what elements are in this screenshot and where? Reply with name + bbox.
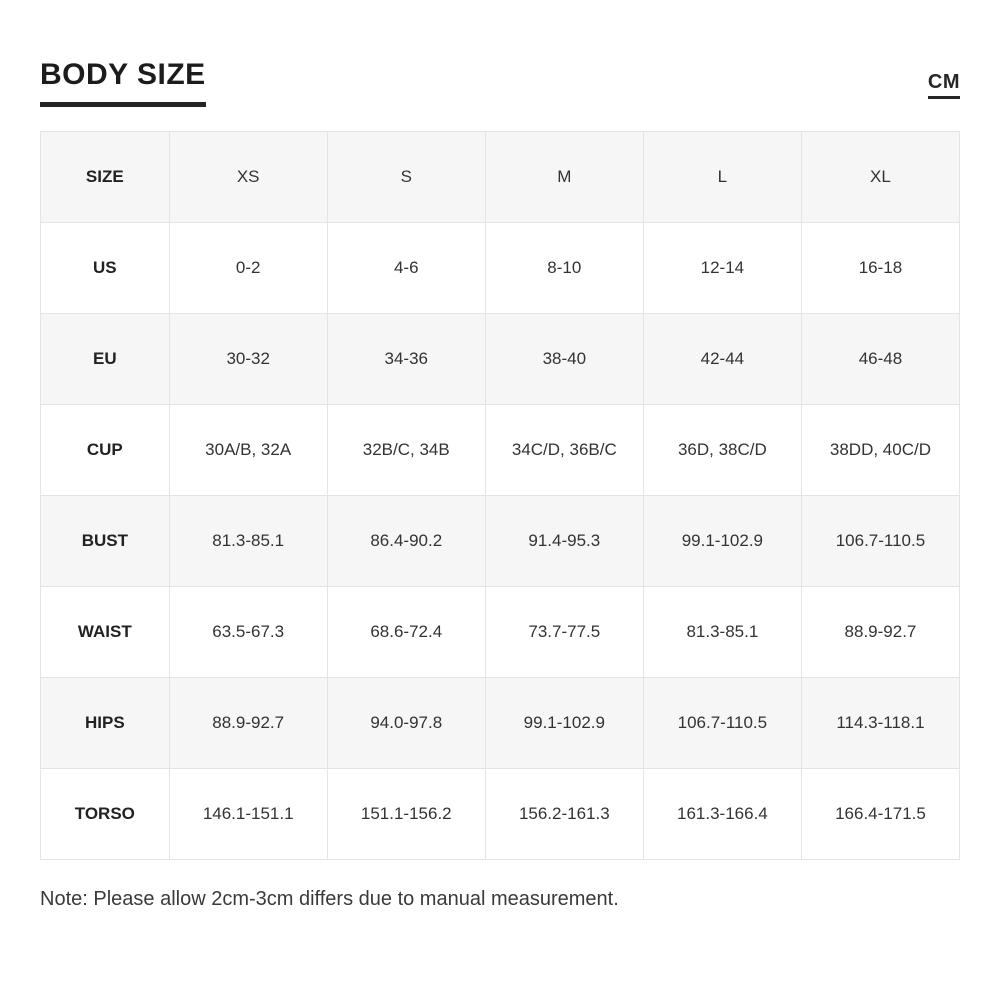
table-row-bust: BUST 81.3-85.1 86.4-90.2 91.4-95.3 99.1-… xyxy=(40,495,961,587)
cell-cup-m: 34C/D, 36B/C xyxy=(484,404,644,496)
cell-waist-s: 68.6-72.4 xyxy=(326,586,486,678)
cell-bust-s: 86.4-90.2 xyxy=(326,495,486,587)
column-header-size: SIZE xyxy=(40,131,170,223)
table-row-waist: WAIST 63.5-67.3 68.6-72.4 73.7-77.5 81.3… xyxy=(40,586,961,678)
table-row-hips: HIPS 88.9-92.7 94.0-97.8 99.1-102.9 106.… xyxy=(40,677,961,769)
column-header-s: S xyxy=(326,131,486,223)
table-row-torso: TORSO 146.1-151.1 151.1-156.2 156.2-161.… xyxy=(40,768,961,860)
row-label-bust: BUST xyxy=(40,495,170,587)
cell-bust-xs: 81.3-85.1 xyxy=(168,495,328,587)
row-label-us: US xyxy=(40,222,170,314)
cell-hips-xs: 88.9-92.7 xyxy=(168,677,328,769)
column-header-xl: XL xyxy=(800,131,961,223)
cell-us-s: 4-6 xyxy=(326,222,486,314)
cell-cup-l: 36D, 38C/D xyxy=(642,404,802,496)
row-label-eu: EU xyxy=(40,313,170,405)
cell-bust-xl: 106.7-110.5 xyxy=(800,495,961,587)
unit-label: CM xyxy=(927,71,960,99)
cell-eu-m: 38-40 xyxy=(484,313,644,405)
table-row-cup: CUP 30A/B, 32A 32B/C, 34B 34C/D, 36B/C 3… xyxy=(40,404,961,496)
cell-cup-xl: 38DD, 40C/D xyxy=(800,404,961,496)
cell-us-xl: 16-18 xyxy=(800,222,961,314)
cell-us-l: 12-14 xyxy=(642,222,802,314)
cell-bust-m: 91.4-95.3 xyxy=(484,495,644,587)
cell-waist-xs: 63.5-67.3 xyxy=(168,586,328,678)
cell-torso-xl: 166.4-171.5 xyxy=(800,768,961,860)
row-label-cup: CUP xyxy=(40,404,170,496)
cell-hips-m: 99.1-102.9 xyxy=(484,677,644,769)
cell-us-xs: 0-2 xyxy=(168,222,328,314)
cell-hips-xl: 114.3-118.1 xyxy=(800,677,961,769)
table-row-eu: EU 30-32 34-36 38-40 42-44 46-48 xyxy=(40,313,961,405)
cell-eu-xl: 46-48 xyxy=(800,313,961,405)
cell-torso-s: 151.1-156.2 xyxy=(326,768,486,860)
cell-eu-xs: 30-32 xyxy=(168,313,328,405)
cell-bust-l: 99.1-102.9 xyxy=(642,495,802,587)
cell-torso-m: 156.2-161.3 xyxy=(484,768,644,860)
cell-cup-s: 32B/C, 34B xyxy=(326,404,486,496)
cell-hips-l: 106.7-110.5 xyxy=(642,677,802,769)
cell-waist-m: 73.7-77.5 xyxy=(484,586,644,678)
column-header-xs: XS xyxy=(168,131,328,223)
cell-waist-l: 81.3-85.1 xyxy=(642,586,802,678)
row-label-torso: TORSO xyxy=(40,768,170,860)
row-label-waist: WAIST xyxy=(40,586,170,678)
cell-cup-xs: 30A/B, 32A xyxy=(168,404,328,496)
column-header-m: M xyxy=(484,131,644,223)
cell-eu-l: 42-44 xyxy=(642,313,802,405)
header-bar: BODY SIZE CM xyxy=(40,58,960,107)
cell-torso-l: 161.3-166.4 xyxy=(642,768,802,860)
table-header-row: SIZE XS S M L XL xyxy=(40,131,961,223)
cell-us-m: 8-10 xyxy=(484,222,644,314)
row-label-hips: HIPS xyxy=(40,677,170,769)
cell-waist-xl: 88.9-92.7 xyxy=(800,586,961,678)
cell-torso-xs: 146.1-151.1 xyxy=(168,768,328,860)
column-header-l: L xyxy=(642,131,802,223)
page-title: BODY SIZE xyxy=(40,58,206,107)
cell-hips-s: 94.0-97.8 xyxy=(326,677,486,769)
measurement-note: Note: Please allow 2cm-3cm differs due t… xyxy=(40,888,619,910)
cell-eu-s: 34-36 xyxy=(326,313,486,405)
body-size-table: SIZE XS S M L XL US 0-2 4-6 8-10 12-14 1… xyxy=(40,131,961,860)
table-row-us: US 0-2 4-6 8-10 12-14 16-18 xyxy=(40,222,961,314)
